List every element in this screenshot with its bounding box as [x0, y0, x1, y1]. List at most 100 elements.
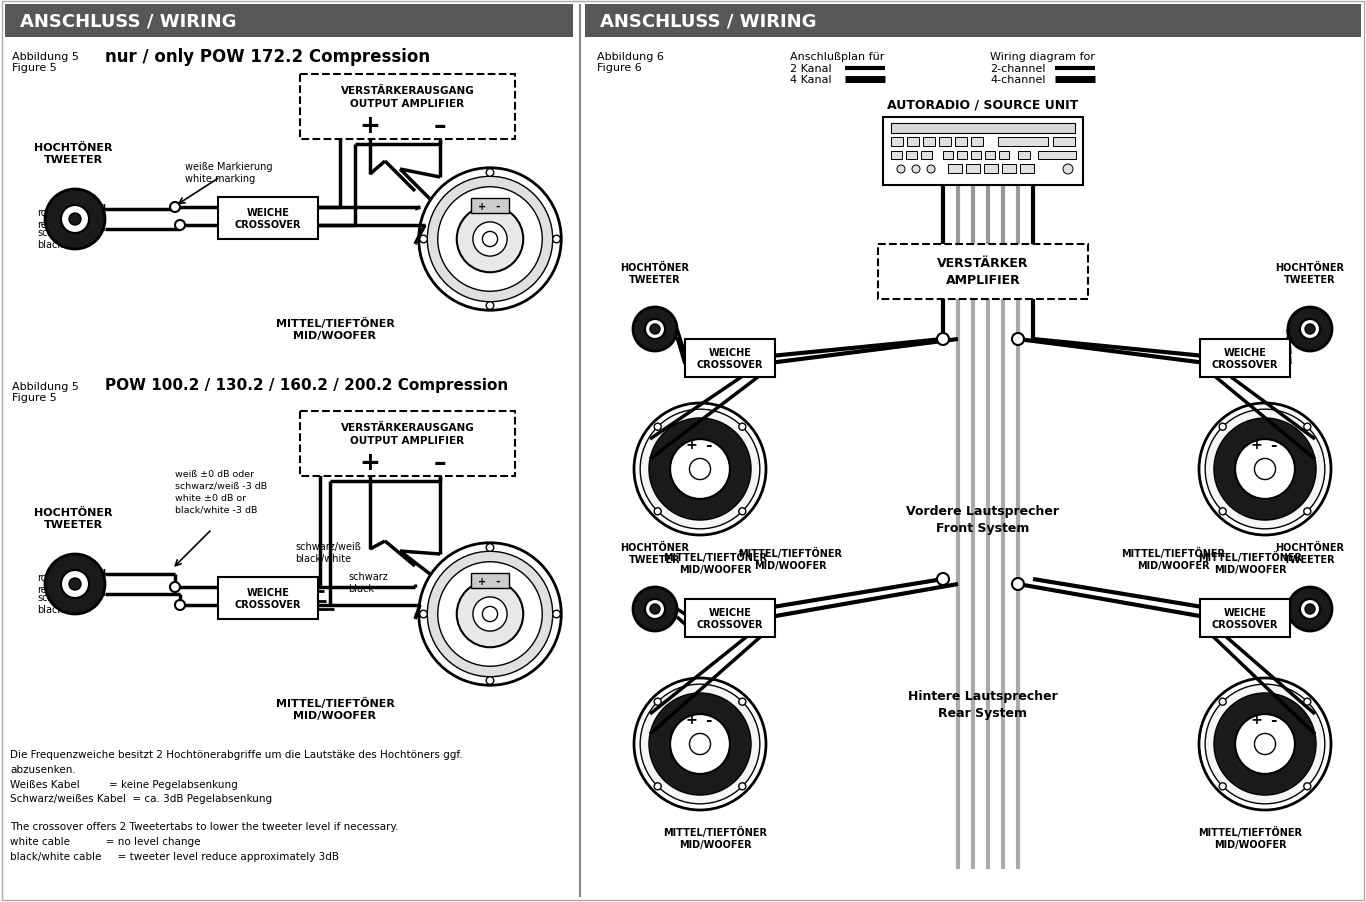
Circle shape: [1305, 325, 1315, 335]
Circle shape: [473, 223, 507, 257]
FancyBboxPatch shape: [585, 5, 1361, 38]
Text: schwarz
black: schwarz black: [348, 571, 388, 593]
Circle shape: [1254, 733, 1276, 755]
Text: –: –: [433, 114, 447, 138]
FancyBboxPatch shape: [471, 199, 510, 214]
Text: MITTEL/TIEFTÖNER
MID/WOOFER: MITTEL/TIEFTÖNER MID/WOOFER: [663, 551, 766, 574]
Circle shape: [897, 166, 906, 174]
FancyBboxPatch shape: [971, 138, 984, 147]
Circle shape: [739, 424, 746, 431]
Circle shape: [1303, 508, 1311, 515]
Circle shape: [70, 214, 81, 226]
Text: schwarz
black: schwarz black: [37, 227, 76, 249]
FancyBboxPatch shape: [1053, 138, 1075, 147]
Circle shape: [1220, 783, 1227, 790]
Circle shape: [1063, 165, 1074, 175]
Text: Abbildung 5: Abbildung 5: [12, 52, 79, 62]
Text: WEICHE
CROSSOVER: WEICHE CROSSOVER: [697, 608, 764, 629]
Text: VERSTÄRKER
AMPLIFIER: VERSTÄRKER AMPLIFIER: [937, 257, 1029, 287]
Text: MITTEL/TIEFTÖNER
MID/WOOFER: MITTEL/TIEFTÖNER MID/WOOFER: [1198, 826, 1302, 849]
Text: +: +: [686, 713, 697, 726]
Circle shape: [1300, 599, 1320, 620]
FancyBboxPatch shape: [955, 138, 967, 147]
Text: HOCHTÖNER
TWEETER: HOCHTÖNER TWEETER: [620, 543, 690, 565]
FancyBboxPatch shape: [906, 152, 917, 160]
Circle shape: [553, 236, 560, 244]
FancyBboxPatch shape: [938, 138, 951, 147]
Text: -: -: [706, 437, 712, 453]
Text: 4-channel: 4-channel: [990, 75, 1045, 85]
FancyBboxPatch shape: [882, 118, 1083, 186]
Circle shape: [482, 607, 497, 621]
FancyBboxPatch shape: [891, 152, 902, 160]
Circle shape: [169, 583, 180, 593]
Circle shape: [1220, 508, 1227, 515]
Circle shape: [482, 232, 497, 247]
Circle shape: [912, 166, 919, 174]
Circle shape: [641, 685, 759, 804]
Circle shape: [61, 570, 89, 598]
Circle shape: [1288, 308, 1332, 352]
Text: 2 Kanal: 2 Kanal: [790, 64, 832, 74]
Circle shape: [1303, 424, 1311, 431]
Text: 2-channel: 2-channel: [990, 64, 1045, 74]
Text: –: –: [433, 450, 447, 474]
Text: WEICHE
CROSSOVER: WEICHE CROSSOVER: [1212, 348, 1279, 370]
Text: +: +: [478, 576, 486, 586]
Text: AUTORADIO / SOURCE UNIT: AUTORADIO / SOURCE UNIT: [888, 99, 1079, 112]
Text: ANSCHLUSS / WIRING: ANSCHLUSS / WIRING: [600, 13, 817, 31]
Text: HOCHTÖNER
TWEETER: HOCHTÖNER TWEETER: [1276, 543, 1344, 565]
FancyBboxPatch shape: [219, 198, 318, 240]
Text: +: +: [359, 114, 381, 138]
Circle shape: [175, 221, 184, 231]
Circle shape: [473, 597, 507, 631]
Circle shape: [739, 783, 746, 790]
FancyBboxPatch shape: [301, 411, 515, 476]
Text: -: -: [496, 201, 500, 211]
Text: POW 100.2 / 130.2 / 160.2 / 200.2 Compression: POW 100.2 / 130.2 / 160.2 / 200.2 Compre…: [105, 378, 508, 392]
Circle shape: [654, 508, 661, 515]
Circle shape: [1288, 587, 1332, 631]
Circle shape: [486, 544, 493, 552]
Circle shape: [1303, 783, 1311, 790]
FancyBboxPatch shape: [943, 152, 953, 160]
Text: HOCHTÖNER
TWEETER: HOCHTÖNER TWEETER: [620, 263, 690, 285]
FancyBboxPatch shape: [1018, 152, 1030, 160]
FancyBboxPatch shape: [891, 138, 903, 147]
FancyBboxPatch shape: [985, 152, 994, 160]
Circle shape: [175, 601, 184, 611]
Circle shape: [419, 169, 561, 311]
Circle shape: [1300, 319, 1320, 340]
Circle shape: [45, 189, 105, 250]
Circle shape: [937, 334, 949, 345]
Text: WEICHE
CROSSOVER: WEICHE CROSSOVER: [697, 348, 764, 370]
FancyBboxPatch shape: [966, 165, 979, 174]
Circle shape: [937, 574, 949, 585]
Text: –: –: [97, 222, 105, 237]
Circle shape: [1305, 604, 1315, 614]
Text: +: +: [97, 202, 109, 217]
FancyBboxPatch shape: [878, 244, 1087, 299]
Text: schwarz/weiß
black/white: schwarz/weiß black/white: [295, 541, 361, 563]
Circle shape: [1235, 714, 1295, 774]
Circle shape: [634, 403, 766, 536]
Circle shape: [649, 419, 751, 520]
Text: Wiring diagram for: Wiring diagram for: [990, 52, 1096, 62]
Text: MITTEL/TIEFTÖNER
MID/WOOFER: MITTEL/TIEFTÖNER MID/WOOFER: [1198, 551, 1302, 574]
FancyBboxPatch shape: [948, 165, 962, 174]
Text: ANSCHLUSS / WIRING: ANSCHLUSS / WIRING: [20, 13, 236, 31]
Text: +: +: [686, 437, 697, 452]
Circle shape: [1199, 678, 1330, 810]
Circle shape: [1214, 694, 1315, 796]
Circle shape: [428, 177, 553, 302]
Text: HOCHTÖNER
TWEETER: HOCHTÖNER TWEETER: [1276, 263, 1344, 285]
Circle shape: [650, 325, 660, 335]
Circle shape: [690, 459, 710, 480]
Circle shape: [1205, 410, 1325, 529]
Circle shape: [70, 578, 81, 590]
Circle shape: [1012, 578, 1024, 590]
Text: HOCHTÖNER
TWEETER: HOCHTÖNER TWEETER: [34, 507, 112, 529]
Circle shape: [1214, 419, 1315, 520]
Text: Anschlußplan für: Anschlußplan für: [790, 52, 884, 62]
Text: +: +: [359, 450, 381, 474]
